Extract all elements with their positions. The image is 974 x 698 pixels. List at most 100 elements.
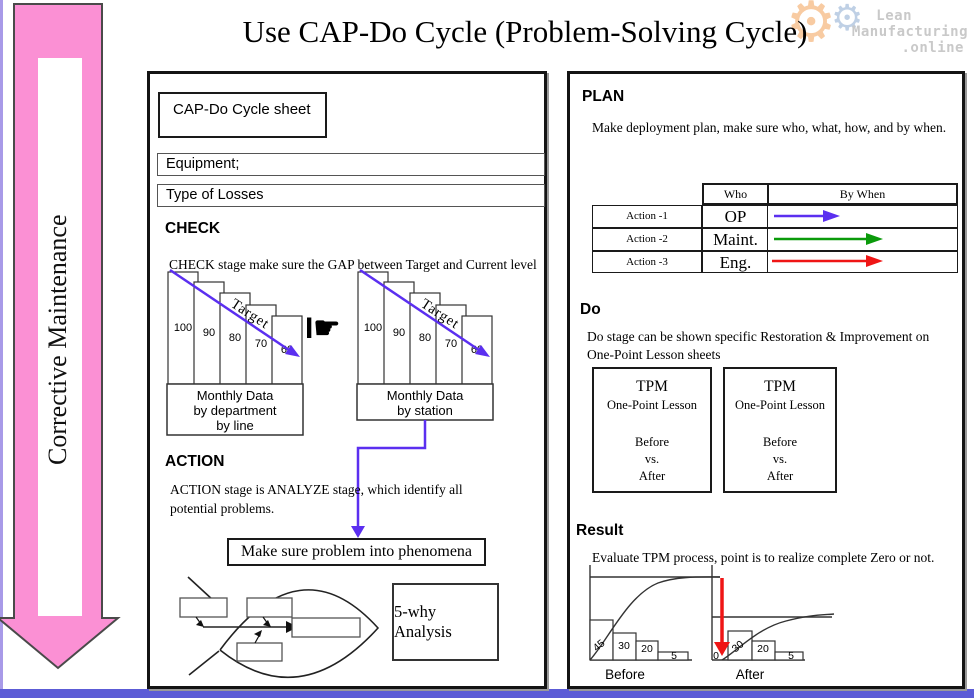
bar-label: 100 bbox=[174, 322, 192, 334]
check-description: CHECK stage make sure the GAP between Ta… bbox=[169, 257, 537, 272]
table-row-who: Maint. bbox=[702, 228, 769, 251]
brand-logo: Lean Manufacturing .online bbox=[852, 8, 968, 56]
cap-do-sheet-title-box: CAP-Do Cycle sheet bbox=[158, 92, 327, 138]
bar-label: 90 bbox=[393, 327, 405, 339]
before-label: Before bbox=[605, 667, 645, 682]
card-title: TPM bbox=[764, 378, 796, 395]
pointing-hand-icon: I☛ bbox=[305, 312, 340, 345]
caption-line: Monthly Data bbox=[387, 388, 464, 403]
cause-box bbox=[246, 597, 293, 618]
check-heading: CHECK bbox=[165, 220, 221, 237]
gear-icon: ⚙ bbox=[831, 0, 864, 39]
cumulative-curve bbox=[589, 576, 721, 661]
result-description: Evaluate TPM process, point is to realiz… bbox=[592, 550, 935, 565]
pareto-before bbox=[589, 565, 721, 661]
card-title: TPM bbox=[636, 378, 668, 395]
bar-label: 20 bbox=[641, 643, 653, 655]
corrective-maintenance-label: Corrective Maintenance bbox=[43, 214, 72, 466]
bar-label: 20 bbox=[757, 643, 769, 655]
effect-box bbox=[291, 617, 361, 638]
result-heading: Result bbox=[576, 522, 624, 539]
plan-description: Make deployment plan, make sure who, wha… bbox=[592, 120, 947, 135]
bar bbox=[383, 281, 415, 385]
schedule-arrow bbox=[773, 210, 840, 222]
zero-drop-arrow bbox=[714, 578, 730, 656]
fishbone-cause-boxes bbox=[179, 597, 361, 662]
card-line: Before bbox=[762, 435, 797, 449]
do-description: Do stage can be shown specific Restorati… bbox=[587, 329, 930, 362]
phenomena-box: Make sure problem into phenomena bbox=[227, 538, 486, 566]
bar-label: 80 bbox=[229, 332, 241, 344]
bar bbox=[635, 640, 659, 661]
fishbone-arrowheads bbox=[196, 620, 271, 637]
monthly-data-box-department bbox=[166, 383, 304, 436]
action-description: ACTION stage is ANALYZE stage, which ide… bbox=[170, 482, 463, 516]
action-heading: ACTION bbox=[165, 453, 225, 470]
bar bbox=[357, 271, 389, 385]
table-row-who: Eng. bbox=[702, 251, 769, 273]
bar-label: 30 bbox=[618, 640, 630, 652]
schedule-arrow bbox=[771, 255, 883, 267]
table-row-who: OP bbox=[702, 205, 769, 228]
fishbone-cause-arrows bbox=[195, 616, 269, 644]
table-row-schedule bbox=[767, 228, 958, 251]
card-line: vs. bbox=[644, 452, 660, 466]
plan-heading: PLAN bbox=[582, 88, 625, 105]
caption-line: by station bbox=[397, 403, 453, 418]
card-subtitle: One-Point Lesson bbox=[735, 398, 825, 412]
bar-label: 70 bbox=[445, 338, 457, 350]
bar bbox=[774, 651, 804, 661]
table-row-schedule bbox=[767, 205, 958, 228]
fish-tail-line bbox=[188, 650, 220, 676]
after-label: After bbox=[736, 667, 765, 682]
bar-label: 90 bbox=[203, 327, 215, 339]
connector-arrow bbox=[351, 420, 427, 538]
table-row-action-label: Action -3 bbox=[592, 251, 702, 273]
bar bbox=[751, 640, 776, 661]
bar-label: 5 bbox=[788, 650, 794, 662]
type-of-losses-field: Type of Losses bbox=[157, 184, 545, 207]
arrow-label-box bbox=[38, 58, 82, 616]
bar-label: 70 bbox=[255, 338, 267, 350]
table-header-by-when: By When bbox=[767, 183, 958, 205]
fish-tail-line bbox=[187, 576, 215, 602]
bar-label: 100 bbox=[364, 322, 382, 334]
do-heading: Do bbox=[580, 301, 601, 318]
bar-label: 5 bbox=[671, 650, 677, 662]
five-why-analysis-box: 5-why Analysis bbox=[392, 583, 499, 661]
bar bbox=[657, 651, 689, 661]
corrective-maintenance-arrow bbox=[0, 3, 121, 670]
tpm-one-point-lesson-card: TPM One-Point Lesson Before vs. After bbox=[723, 367, 837, 493]
left-edge-line bbox=[0, 0, 3, 698]
cause-box bbox=[179, 597, 228, 618]
tpm-one-point-lesson-card: TPM One-Point Lesson Before vs. After bbox=[592, 367, 712, 493]
equipment-field: Equipment; bbox=[157, 153, 545, 176]
plan-do-result-panel: PLAN Make deployment plan, make sure who… bbox=[567, 71, 965, 689]
caption-line: by line bbox=[216, 418, 254, 433]
pareto-after bbox=[711, 565, 835, 661]
table-row-schedule bbox=[767, 251, 958, 273]
bottom-accent-bar bbox=[0, 689, 974, 698]
cumulative-curve bbox=[721, 613, 835, 661]
table-header-who: Who bbox=[702, 183, 769, 205]
cause-box bbox=[236, 642, 283, 662]
monthly-data-caption-department: Monthly Data by department by line bbox=[193, 388, 276, 433]
caption-line: by department bbox=[193, 403, 276, 418]
bar-label: 0 bbox=[713, 650, 719, 662]
schedule-arrow bbox=[773, 233, 883, 245]
card-line: After bbox=[638, 469, 666, 483]
card-line: vs. bbox=[772, 452, 788, 466]
table-row-action-label: Action -1 bbox=[592, 205, 702, 228]
logo-line-3: .online bbox=[901, 40, 964, 56]
cap-do-sheet-panel: CAP-Do Cycle sheet Equipment; Type of Lo… bbox=[147, 71, 547, 689]
logo-line-1: Lean bbox=[876, 8, 912, 24]
logo-line-2: Manufacturing bbox=[851, 24, 968, 40]
monthly-data-caption-station: Monthly Data by station bbox=[387, 388, 464, 418]
page-title: Use CAP-Do Cycle (Problem-Solving Cycle) bbox=[242, 14, 808, 49]
card-subtitle: One-Point Lesson bbox=[607, 398, 697, 412]
gap-chart-station bbox=[357, 271, 493, 385]
card-line: After bbox=[766, 469, 794, 483]
check-action-graphics: 100 90 80 70 60 Target Monthly Data by d… bbox=[166, 268, 494, 678]
monthly-data-box-station bbox=[356, 383, 494, 421]
